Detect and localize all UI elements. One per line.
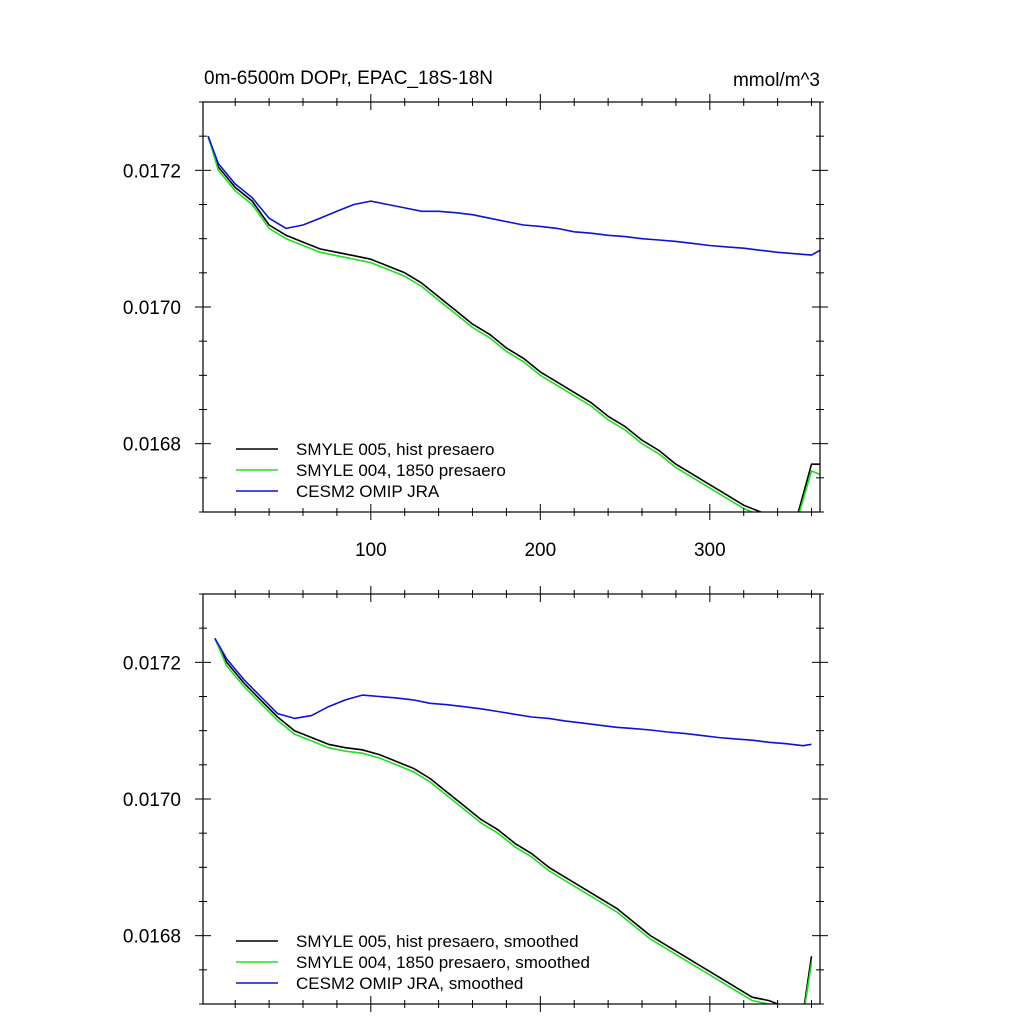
legend-label-smyle-004-smoothed: SMYLE 004, 1850 presaero, smoothed — [296, 953, 590, 972]
top-legend: SMYLE 005, hist presaero SMYLE 004, 1850… — [236, 440, 506, 501]
x-tick-label: 200 — [524, 540, 556, 561]
y-tick-label: 0.0168 — [123, 435, 181, 456]
top-panel-title: 0m-6500m DOPr, EPAC_18S-18N — [204, 68, 493, 89]
legend-label-cesm2-omip: CESM2 OMIP JRA — [296, 482, 440, 501]
series-line-smyle-004-1850-presaero — [207, 135, 820, 512]
x-tick-label: 300 — [694, 540, 726, 561]
y-tick-label: 0.0170 — [123, 790, 181, 811]
bottom-legend: SMYLE 005, hist presaero, smoothed SMYLE… — [236, 932, 590, 993]
y-tick-label: 0.0170 — [123, 298, 181, 319]
legend-label-smyle-004: SMYLE 004, 1850 presaero — [296, 461, 506, 480]
top-panel-units: mmol/m^3 — [733, 70, 820, 91]
series-line-cesm2-omip-jra-smoothed — [214, 638, 812, 747]
y-tick-label: 0.0172 — [123, 653, 181, 674]
series-line-smyle-005-hist-presaero-smoothed — [214, 638, 813, 1004]
y-tick-label: 0.0172 — [123, 161, 181, 182]
y-tick-label: 0.0168 — [123, 927, 181, 948]
legend-label-cesm2-omip-smoothed: CESM2 OMIP JRA, smoothed — [296, 974, 523, 993]
bottom-panel: 0.0168 0.0170 0.0172 SMYLE 005, hist presa… — [123, 586, 828, 1012]
top-plot-frame — [202, 101, 821, 513]
legend-label-smyle-005-smoothed: SMYLE 005, hist presaero, smoothed — [296, 932, 579, 951]
legend-label-smyle-005: SMYLE 005, hist presaero — [296, 440, 494, 459]
x-tick-label: 100 — [355, 540, 387, 561]
bottom-series-layer — [214, 638, 813, 1004]
series-line-smyle-004-1850-presaero-smoothed — [214, 638, 813, 1004]
top-axes-layer: 0.0168 0.0170 0.0172 100 200 300 — [123, 94, 828, 561]
bottom-plot-frame — [202, 593, 821, 1005]
series-line-cesm2-omip-jra — [207, 135, 820, 256]
series-line-smyle-005-hist-presaero — [207, 135, 820, 512]
top-series-layer — [207, 135, 820, 512]
top-panel: 0m-6500m DOPr, EPAC_18S-18N mmol/m^3 0.0… — [123, 68, 828, 561]
